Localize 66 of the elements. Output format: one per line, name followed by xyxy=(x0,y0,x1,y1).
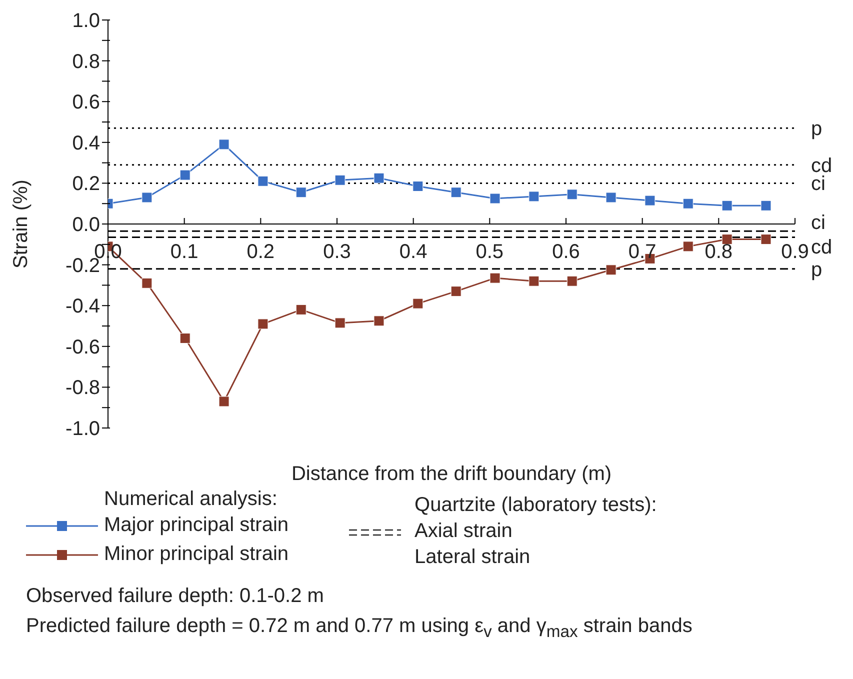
y-tick-label: -0.6 xyxy=(66,336,100,358)
text: Quartzite (laboratory tests): xyxy=(414,494,657,517)
ref-line-label: p xyxy=(811,118,822,140)
x-tick-label: 0.6 xyxy=(552,241,580,263)
legend-label: Major principal strain xyxy=(104,514,289,537)
point xyxy=(180,332,190,344)
text: Predicted failure depth = 0.72 m and 0.77 m using ε$_{v}$ and γ$_{max}$ strain bands xyxy=(26,614,694,643)
text: Axial strain xyxy=(414,520,512,543)
x-tick-label: 0.5 xyxy=(476,241,504,263)
y-tick-label: -1.0 xyxy=(66,418,100,440)
point xyxy=(606,264,616,276)
point xyxy=(528,276,540,286)
y-tick-label: 0.2 xyxy=(72,173,100,196)
point xyxy=(180,170,190,180)
y-tick-label: 0.0 xyxy=(72,214,100,236)
legend-label: Minor principal strain xyxy=(104,543,289,566)
text: Lateral strain xyxy=(414,546,532,570)
point xyxy=(374,316,384,326)
point xyxy=(566,276,578,286)
point xyxy=(296,187,306,198)
point xyxy=(722,200,732,211)
x-tick-label: 0.3 xyxy=(323,241,351,263)
point xyxy=(490,193,500,204)
ref-line-label: p xyxy=(811,258,822,281)
y-tick-label: 0.4 xyxy=(72,132,100,154)
point xyxy=(644,195,656,206)
point xyxy=(218,139,230,150)
x-tick-label: 0.8 xyxy=(704,241,733,263)
y-axis-title: Strain (%) xyxy=(10,180,32,268)
point xyxy=(258,318,268,330)
point xyxy=(334,318,346,328)
point xyxy=(142,192,152,203)
point xyxy=(490,272,500,284)
y-tick-label: -0.8 xyxy=(66,377,100,400)
point xyxy=(566,189,578,200)
y-tick-label: 0.8 xyxy=(72,50,100,73)
y-tick-label: 1.0 xyxy=(72,10,100,32)
point xyxy=(374,172,384,184)
point xyxy=(760,200,772,211)
point xyxy=(334,174,346,186)
y-tick-label: -0.4 xyxy=(66,296,100,318)
x-tick-label: 0.7 xyxy=(628,241,656,263)
point xyxy=(296,304,306,315)
x-tick-label: 0.1 xyxy=(170,241,198,263)
point xyxy=(528,191,540,202)
point xyxy=(682,198,694,209)
x-tick-label: 0.4 xyxy=(399,241,428,263)
point xyxy=(412,298,424,309)
point xyxy=(218,396,230,407)
point xyxy=(412,181,424,192)
point xyxy=(722,234,732,245)
y-tick-label: 0.6 xyxy=(72,92,100,114)
point xyxy=(682,241,694,252)
point xyxy=(142,278,152,288)
text: Observed failure depth: 0.1-0.2 m xyxy=(26,584,325,609)
x-tick-label: 0.9 xyxy=(781,241,809,263)
x-tick-label: 0.2 xyxy=(246,241,275,263)
legend-title: Numerical analysis: xyxy=(104,488,278,511)
point xyxy=(760,234,772,245)
point xyxy=(606,192,616,203)
point xyxy=(450,286,462,297)
ref-line-label: ci xyxy=(811,212,826,234)
point xyxy=(450,187,462,198)
x-axis-title: Distance from the drift boundary (m) xyxy=(291,463,612,485)
point xyxy=(258,176,268,186)
ref-line-label: cd xyxy=(811,236,832,258)
